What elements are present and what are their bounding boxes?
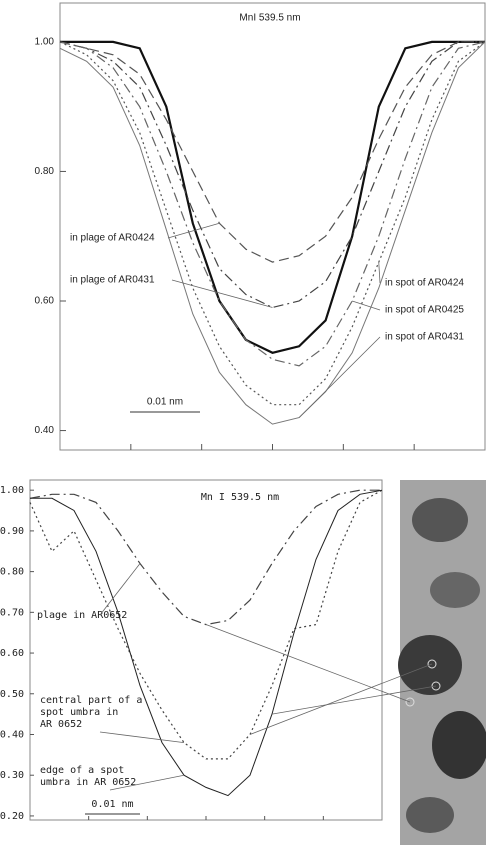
- y-tick-label: 0.20: [0, 811, 24, 822]
- annotation: in plage of AR0431: [70, 275, 155, 286]
- leader-line: [171, 279, 273, 308]
- scale-label: 0.01 nm: [147, 397, 183, 408]
- annotation: edge of a spot: [40, 765, 124, 776]
- photo-dark-region: [432, 711, 486, 779]
- y-tick-label: 0.60: [35, 296, 55, 307]
- series-line: [59, 41, 485, 309]
- annotation: in plage of AR0424: [70, 233, 155, 244]
- chart: Mn I 539.5 nm 1.00 0.90 0.80 0.70 0.60 0.50 0.4…: [0, 479, 437, 822]
- leader-line: [99, 563, 141, 616]
- annotation: in spot of AR0424: [385, 278, 464, 289]
- annotation: spot umbra in: [40, 707, 118, 718]
- series-line: [60, 40, 485, 354]
- photo-marker: [427, 659, 437, 669]
- series-line: [59, 41, 486, 425]
- umbra-photo: [398, 480, 486, 845]
- y-tick-label: 1.00: [35, 37, 55, 48]
- series-line: [59, 41, 486, 406]
- annotation: umbra in AR 0652: [40, 777, 136, 788]
- y-tick-label: 0.60: [0, 648, 24, 659]
- photo-dark-region: [406, 797, 454, 833]
- leader-line: [99, 731, 185, 744]
- photo-marker: [405, 697, 415, 707]
- scale-label: 0.01 nm: [91, 799, 133, 810]
- photo-leader: [249, 663, 433, 735]
- chart-title: Mn I 539.5 nm: [201, 492, 279, 503]
- photo-marker: [431, 681, 441, 691]
- photo-leader: [205, 624, 411, 703]
- y-tick-label: 0.40: [35, 425, 55, 436]
- series-line: [30, 489, 383, 797]
- photo-leader: [271, 685, 437, 715]
- annotation: AR 0652: [40, 719, 82, 730]
- series-line: [29, 489, 382, 626]
- photo-dark-region: [430, 572, 480, 608]
- y-tick-label: 0.50: [0, 689, 24, 700]
- leader-line: [109, 774, 185, 791]
- y-tick-label: 0.80: [0, 567, 24, 578]
- y-tick-label: 0.80: [35, 166, 55, 177]
- series-line: [59, 41, 486, 367]
- series-line: [59, 41, 485, 263]
- series-line: [29, 489, 383, 760]
- plot-frame: [59, 2, 486, 451]
- leader-line: [298, 336, 381, 418]
- photo-dark-region: [412, 498, 468, 542]
- annotation: central part of a: [40, 695, 142, 706]
- leader-line: [378, 262, 381, 284]
- y-tick-label: 1.00: [0, 485, 24, 496]
- annotation: in spot of AR0431: [385, 332, 464, 343]
- leader-line: [352, 300, 381, 311]
- leader-line: [167, 222, 220, 239]
- annotation: plage in AR0652: [37, 610, 127, 621]
- y-tick-label: 0.30: [0, 770, 24, 781]
- chart-title: MnI 539.5 nm: [239, 13, 300, 24]
- annotation: in spot of AR0425: [385, 305, 464, 316]
- y-tick-label: 0.90: [0, 526, 24, 537]
- y-tick-label: 0.40: [0, 729, 24, 740]
- chart: MnI 539.5 nm 1.00 0.80 0.60 0.40 in plage of …: [35, 2, 486, 451]
- y-tick-label: 0.70: [0, 607, 24, 618]
